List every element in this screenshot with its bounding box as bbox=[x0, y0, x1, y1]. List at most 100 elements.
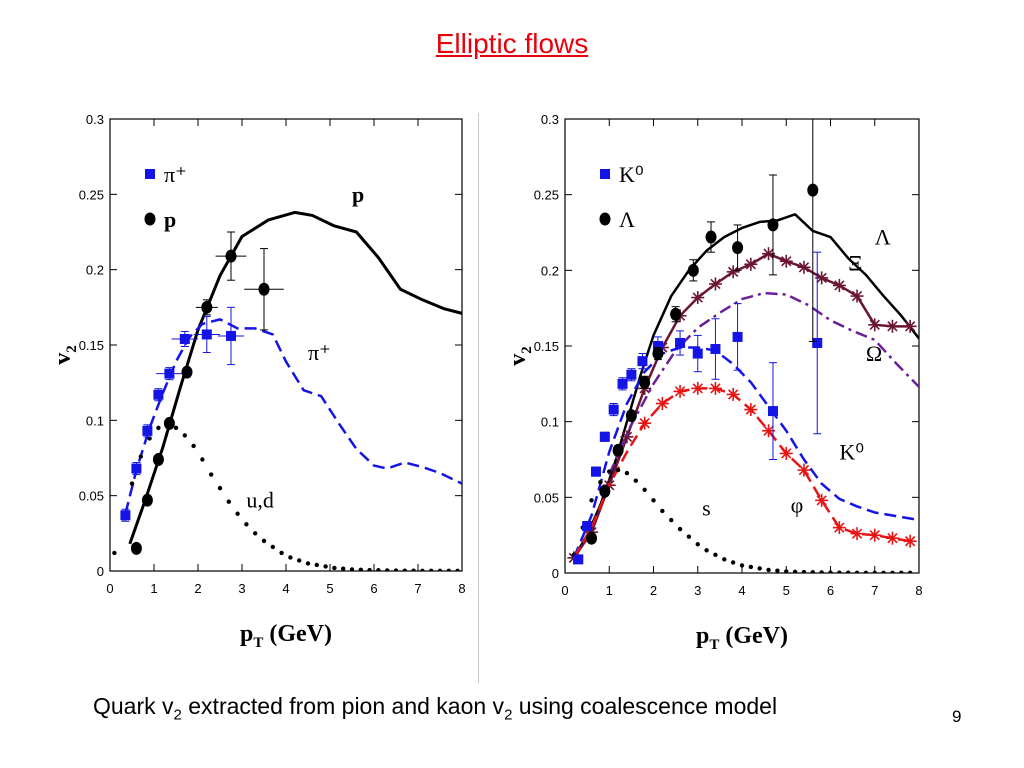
c0-ud-dot bbox=[446, 568, 451, 571]
c1-K-square-marker bbox=[732, 331, 743, 342]
c1-y-tick-label: 0.1 bbox=[541, 415, 559, 430]
c1-y-tick-label: 0.3 bbox=[541, 112, 559, 127]
c1-s-dot bbox=[677, 526, 683, 532]
c1-s-dot bbox=[846, 570, 851, 573]
c0-ud-dot bbox=[385, 568, 390, 571]
c1-K-square-marker bbox=[608, 404, 619, 415]
c1-series-star-marker bbox=[744, 403, 758, 417]
c0-curve-annotation: π⁺ bbox=[308, 340, 331, 365]
c0-ud-dot bbox=[376, 568, 381, 571]
c1-series-star-marker bbox=[691, 291, 705, 305]
c0-x-tick-label: 4 bbox=[282, 581, 289, 596]
c0-p-circle-marker bbox=[201, 300, 213, 314]
c1-K-square-marker bbox=[573, 554, 584, 565]
c1-series-circle-marker bbox=[625, 409, 637, 423]
c1-s-dot bbox=[784, 569, 789, 573]
c1-s-dot bbox=[722, 557, 727, 562]
c1-s-dot bbox=[757, 566, 762, 571]
c1-y-axis-label: v2 bbox=[505, 346, 535, 366]
c0-ud-dot bbox=[156, 425, 161, 431]
slide-caption: Quark v2 extracted from pion and kaon v2… bbox=[93, 693, 777, 724]
c1-series-circle-marker bbox=[670, 307, 682, 321]
c1-K-square-marker bbox=[675, 337, 686, 348]
c0-ud-dot bbox=[217, 485, 223, 491]
c0-ud-dot bbox=[288, 555, 293, 560]
c1-x-tick-label: 3 bbox=[694, 583, 701, 598]
c1-series-star-marker bbox=[868, 528, 882, 542]
c0-series-square-marker bbox=[153, 389, 164, 400]
c1-series-star-marker bbox=[673, 384, 687, 398]
c0-x-tick-label: 8 bbox=[458, 581, 465, 596]
c1-s-dot bbox=[713, 552, 718, 558]
c0-ud-dot bbox=[200, 457, 205, 462]
page-number: 9 bbox=[952, 707, 962, 726]
c1-x-tick-label: 5 bbox=[783, 583, 790, 598]
c1-series-star-marker bbox=[726, 387, 740, 401]
c0-ud-dot bbox=[314, 562, 319, 568]
c1-legend-label: Λ bbox=[619, 207, 635, 232]
c0-curve-annotation: p bbox=[352, 182, 364, 207]
c0-ud-dot bbox=[341, 566, 346, 571]
c1-s-dot bbox=[828, 570, 833, 573]
c1-series-star-marker bbox=[655, 397, 669, 411]
c1-K-square-marker bbox=[626, 369, 637, 380]
c1-series-star-marker bbox=[779, 254, 793, 268]
c0-ud-dot bbox=[244, 522, 249, 527]
caption-text-3: using coalescence model bbox=[512, 693, 778, 719]
c1-s-dot bbox=[633, 478, 638, 483]
c1-s-dot bbox=[651, 498, 656, 503]
c1-series-curve bbox=[572, 387, 911, 559]
c1-curve-annotation: φ bbox=[791, 492, 804, 517]
c1-series-circle-marker bbox=[586, 531, 598, 545]
c1-s-dot bbox=[669, 517, 674, 523]
c1-series-star-marker bbox=[638, 416, 652, 430]
c1-legend-square-marker bbox=[600, 169, 610, 179]
c1-series-star-marker bbox=[744, 257, 758, 271]
c1-x-tick-label: 8 bbox=[915, 583, 922, 598]
c1-series-star-marker bbox=[691, 381, 705, 395]
c0-y-tick-label: 0.2 bbox=[86, 263, 104, 278]
c1-K-square-marker bbox=[692, 348, 703, 359]
c1-legend-label: K⁰ bbox=[619, 162, 644, 187]
c1-s-dot bbox=[624, 470, 630, 476]
c1-series-star-marker bbox=[762, 424, 776, 438]
c0-ud-dot bbox=[305, 561, 311, 566]
c0-series-square-marker bbox=[201, 329, 212, 340]
c1-series-star-marker bbox=[903, 319, 917, 333]
c1-series-star-marker bbox=[797, 463, 811, 477]
c0-y-tick-label: 0 bbox=[97, 564, 104, 579]
c1-s-dot bbox=[598, 480, 603, 485]
c0-y-axis-label: v2 bbox=[55, 345, 80, 365]
c0-series-square-marker bbox=[164, 368, 175, 379]
c0-ud-dot bbox=[279, 550, 284, 556]
c0-y-tick-label: 0.15 bbox=[79, 338, 104, 353]
c0-x-axis-label: pT (GeV) bbox=[240, 621, 332, 651]
c1-x-tick-label: 6 bbox=[827, 583, 834, 598]
c1-K-curve bbox=[572, 346, 919, 559]
c1-curve-annotation: K⁰ bbox=[839, 440, 864, 465]
c1-series-star-marker bbox=[868, 318, 882, 332]
c0-ud-dot bbox=[411, 568, 416, 571]
c0-ud-dot bbox=[129, 481, 135, 486]
c1-s-dot bbox=[907, 570, 913, 573]
c1-series-circle-marker bbox=[652, 347, 664, 361]
panel-divider bbox=[478, 113, 479, 683]
c0-ud-dot bbox=[402, 568, 407, 571]
c1-s-dot bbox=[837, 570, 842, 573]
c1-plot-area bbox=[567, 119, 919, 573]
caption-sub-2: 2 bbox=[504, 706, 513, 724]
c0-series-curve bbox=[124, 318, 462, 515]
c0-x-tick-label: 6 bbox=[370, 581, 377, 596]
c0-p-circle-marker bbox=[163, 416, 175, 430]
c1-series-star-marker bbox=[620, 430, 634, 444]
c0-ud-dot bbox=[323, 564, 328, 569]
c1-series-star-marker bbox=[885, 531, 899, 545]
c1-y-tick-label: 0.05 bbox=[534, 490, 559, 505]
c1-s-dot bbox=[607, 469, 612, 474]
c0-ud-dot bbox=[455, 568, 460, 571]
c0-ud-dot bbox=[226, 499, 231, 504]
c0-x-tick-label: 7 bbox=[414, 581, 421, 596]
c1-s-dot bbox=[748, 564, 754, 570]
c0-series-square-marker bbox=[179, 333, 190, 344]
c1-series-circle-marker bbox=[612, 443, 624, 457]
